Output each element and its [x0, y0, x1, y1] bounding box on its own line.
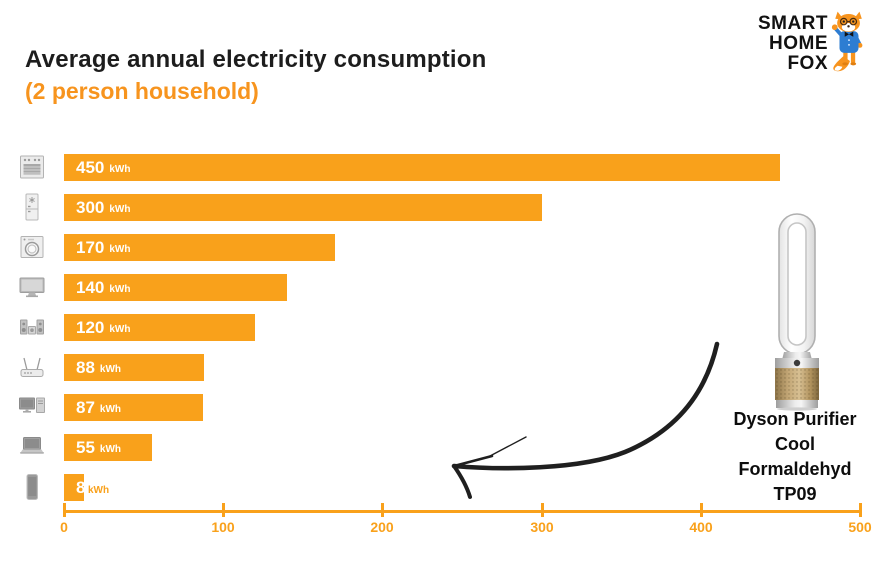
bar-unit: kWh [99, 363, 122, 375]
chart-row: 8 kWh [0, 467, 872, 507]
bar-unit: kWh [109, 243, 131, 255]
brand-logo-text: SMART HOME FOX [758, 14, 828, 74]
bar-value: 120 [76, 317, 105, 337]
bar-unit: kWh [109, 283, 131, 295]
hand-drawn-arrow [451, 341, 720, 499]
bar: 300 kWh [64, 193, 542, 221]
chart-rows: 450 kWh 300 kWh 170 kWh 140 kWh [0, 147, 872, 507]
bar-value: 170 [76, 237, 105, 257]
bar-unit: kWh [109, 203, 131, 215]
x-axis-tick-label: 300 [530, 519, 554, 535]
bar: 87 kWh [64, 393, 203, 421]
bar: 120 kWh [64, 313, 255, 341]
chart-row: 170 kWh [0, 227, 872, 267]
dyson-purifier-image [775, 213, 819, 411]
bar: 88 kWh [64, 353, 204, 381]
bar-value: 88 [76, 357, 95, 377]
washing-machine-icon [0, 232, 64, 262]
bar: 55 kWh [64, 433, 152, 461]
oven-icon [0, 152, 64, 182]
x-axis-tick [381, 503, 384, 517]
wifi-router-icon [0, 352, 64, 382]
bar: 170 kWh [64, 233, 335, 261]
x-axis-tick-label: 0 [60, 519, 68, 535]
x-axis-tick [222, 503, 225, 517]
chart-row: 140 kWh [0, 267, 872, 307]
chart-row: 300 kWh [0, 187, 872, 227]
bar-value: 8 [76, 477, 86, 497]
bar-unit: kWh [109, 323, 131, 335]
page-title: Average annual electricity consumption [25, 46, 487, 73]
x-axis-tick-label: 200 [370, 519, 394, 535]
product-caption-line: Formaldehyd [738, 459, 852, 479]
bar-value: 450 [76, 157, 105, 177]
chart-row: 88 kWh [0, 347, 872, 387]
chart-row: 55 kWh [0, 427, 872, 467]
product-caption: Dyson Purifier Cool Formaldehyd TP09 [705, 407, 872, 507]
smartphone-icon [0, 472, 64, 502]
x-axis-tick [541, 503, 544, 517]
tv-icon [0, 272, 64, 302]
x-axis-tick-label: 500 [848, 519, 872, 535]
chart-row: 120 kWh [0, 307, 872, 347]
fridge-freezer-icon [0, 192, 64, 222]
bar-unit: kWh [99, 403, 122, 415]
chart-row: 87 kWh [0, 387, 872, 427]
bar-value: 300 [76, 197, 105, 217]
laptop-icon [0, 432, 64, 462]
bar-unit: kWh [99, 443, 122, 455]
product-caption-line: Cool [775, 434, 815, 454]
x-axis-tick [63, 503, 66, 517]
bar: 450 kWh [64, 153, 780, 181]
x-axis-tick-label: 100 [211, 519, 235, 535]
logo-line-3: FOX [787, 53, 828, 74]
product-caption-line: TP09 [773, 484, 817, 504]
brand-logo: SMART HOME FOX [758, 10, 868, 74]
stereo-system-icon [0, 312, 64, 342]
page-subtitle: (2 person household) [25, 78, 259, 104]
fox-mascot-icon [831, 11, 863, 72]
x-axis-tick [859, 503, 862, 517]
bar-value: 87 [76, 397, 95, 417]
bar-value: 140 [76, 277, 105, 297]
x-axis-tick [700, 503, 703, 517]
bar-value: 55 [76, 437, 95, 457]
bar-unit: kWh [88, 484, 110, 496]
bar: 140 kWh [64, 273, 287, 301]
x-axis-line [64, 510, 860, 513]
product-caption-line: Dyson Purifier [733, 409, 857, 429]
x-axis-tick-label: 400 [689, 519, 713, 535]
logo-line-2: HOME [769, 33, 828, 54]
chart-row: 450 kWh [0, 147, 872, 187]
bar: 8 [64, 473, 86, 501]
bar-unit: kWh [109, 163, 131, 175]
desktop-computer-icon [0, 392, 64, 422]
logo-line-1: SMART [757, 13, 828, 34]
